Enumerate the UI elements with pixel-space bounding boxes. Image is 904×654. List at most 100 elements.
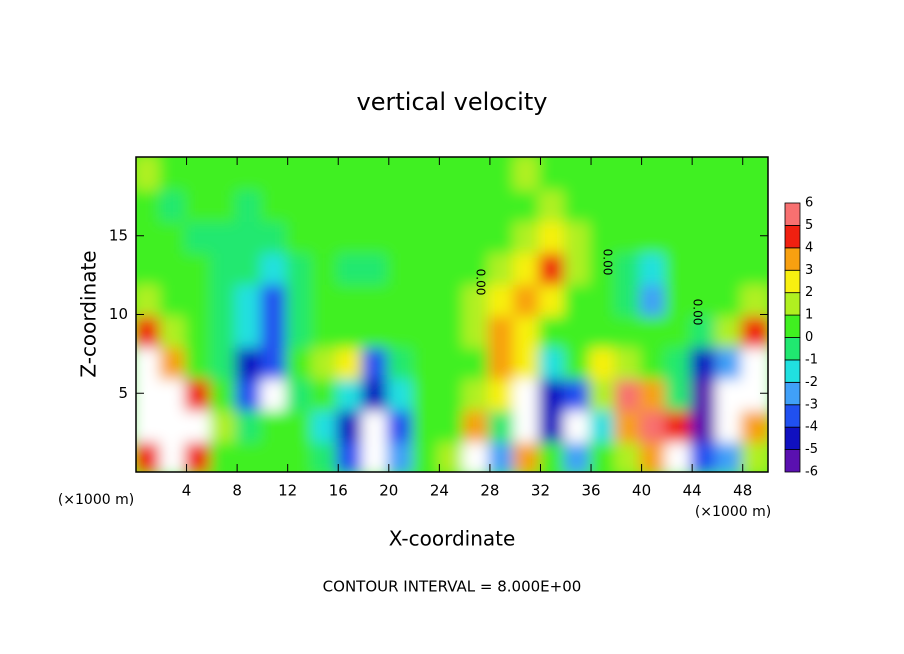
cell bbox=[538, 186, 568, 222]
cell bbox=[664, 438, 695, 472]
cell bbox=[715, 375, 745, 411]
colorbar-tick-label: 3 bbox=[805, 263, 813, 278]
cell bbox=[487, 157, 518, 191]
cell bbox=[664, 407, 695, 443]
cell bbox=[563, 249, 594, 285]
cell bbox=[589, 218, 619, 254]
cell bbox=[690, 157, 720, 191]
x-tick-label: 4 bbox=[182, 482, 192, 500]
cell bbox=[437, 218, 467, 254]
cell bbox=[310, 218, 341, 254]
cell bbox=[310, 438, 341, 472]
cell bbox=[209, 186, 240, 222]
colorbar-tick-label: -4 bbox=[805, 420, 818, 435]
cell bbox=[336, 249, 366, 285]
cell bbox=[235, 218, 265, 254]
cell bbox=[690, 344, 720, 380]
cell bbox=[361, 438, 391, 472]
cell bbox=[386, 281, 417, 317]
cell bbox=[235, 157, 265, 191]
cell bbox=[412, 186, 442, 222]
cell bbox=[437, 157, 467, 191]
cell bbox=[336, 281, 366, 317]
cell bbox=[136, 186, 164, 222]
cell bbox=[285, 312, 315, 348]
cell bbox=[412, 281, 442, 317]
cell bbox=[664, 218, 695, 254]
cell bbox=[740, 157, 768, 191]
cell bbox=[209, 375, 240, 411]
cell bbox=[664, 312, 695, 348]
x-tick-label: 20 bbox=[379, 482, 398, 500]
cell bbox=[159, 344, 189, 380]
cell bbox=[386, 186, 417, 222]
cell bbox=[285, 375, 315, 411]
cell bbox=[513, 312, 543, 348]
cell bbox=[589, 157, 619, 191]
cell bbox=[412, 218, 442, 254]
cell bbox=[639, 312, 669, 348]
cell bbox=[715, 281, 745, 317]
cell bbox=[614, 438, 644, 472]
colorbar-swatch bbox=[784, 247, 801, 271]
x-tick-label: 40 bbox=[632, 482, 651, 500]
contour-label: 0.00 bbox=[601, 249, 615, 276]
cell bbox=[136, 438, 164, 472]
cell bbox=[513, 157, 543, 191]
cell bbox=[614, 218, 644, 254]
cell bbox=[690, 375, 720, 411]
x-tick-label: 48 bbox=[733, 482, 752, 500]
cell bbox=[136, 157, 164, 191]
y-tick-label: 15 bbox=[109, 226, 128, 244]
cell bbox=[209, 344, 240, 380]
colorbar-swatch bbox=[784, 404, 801, 428]
cell bbox=[184, 344, 214, 380]
cell bbox=[462, 312, 492, 348]
cell bbox=[437, 186, 467, 222]
cell bbox=[462, 186, 492, 222]
cell bbox=[159, 375, 189, 411]
cell bbox=[412, 438, 442, 472]
cell bbox=[386, 312, 417, 348]
x-tick-label: 8 bbox=[232, 482, 242, 500]
cell bbox=[487, 186, 518, 222]
cell bbox=[715, 157, 745, 191]
cell bbox=[437, 281, 467, 317]
cell bbox=[209, 281, 240, 317]
cell bbox=[336, 375, 366, 411]
cell bbox=[310, 344, 341, 380]
cell bbox=[386, 438, 417, 472]
cell bbox=[614, 157, 644, 191]
cell bbox=[184, 249, 214, 285]
x-tick-label: 24 bbox=[430, 482, 449, 500]
cell bbox=[664, 186, 695, 222]
x-tick-label: 32 bbox=[531, 482, 550, 500]
cell bbox=[209, 312, 240, 348]
cell bbox=[361, 407, 391, 443]
cell bbox=[487, 407, 518, 443]
cell bbox=[336, 186, 366, 222]
contour-label: 0.00 bbox=[474, 269, 488, 296]
cell bbox=[614, 407, 644, 443]
cell bbox=[639, 438, 669, 472]
cell bbox=[235, 344, 265, 380]
cell bbox=[184, 281, 214, 317]
colorbar-tick-label: -3 bbox=[805, 397, 818, 412]
cell bbox=[310, 186, 341, 222]
cell bbox=[184, 375, 214, 411]
cell bbox=[513, 281, 543, 317]
cell bbox=[285, 281, 315, 317]
cell bbox=[614, 281, 644, 317]
cell bbox=[487, 218, 518, 254]
cell bbox=[538, 438, 568, 472]
cell bbox=[715, 186, 745, 222]
colorbar-swatch bbox=[784, 225, 801, 249]
cell bbox=[513, 249, 543, 285]
x-tick-label: 28 bbox=[480, 482, 499, 500]
cell bbox=[639, 218, 669, 254]
cell bbox=[639, 344, 669, 380]
cell bbox=[563, 281, 594, 317]
cell bbox=[715, 407, 745, 443]
cell bbox=[462, 281, 492, 317]
cell bbox=[361, 218, 391, 254]
